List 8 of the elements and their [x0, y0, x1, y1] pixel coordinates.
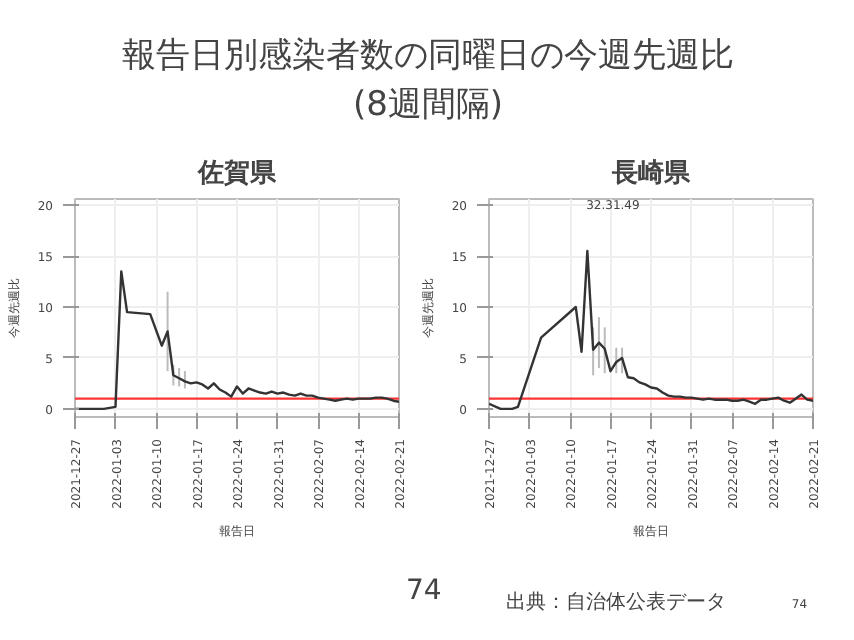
source-note: 出典：自治体公表データ	[505, 589, 726, 614]
line-series	[75, 270, 399, 411]
chart-title: 長崎県	[610, 159, 692, 189]
text: 報告日別感染者数の同曜日の今週先週比	[122, 35, 734, 76]
text: (8週間隔)	[352, 84, 504, 125]
text: 74	[405, 575, 442, 608]
line-series	[489, 249, 813, 411]
chart-title: 佐賀県	[196, 159, 278, 189]
